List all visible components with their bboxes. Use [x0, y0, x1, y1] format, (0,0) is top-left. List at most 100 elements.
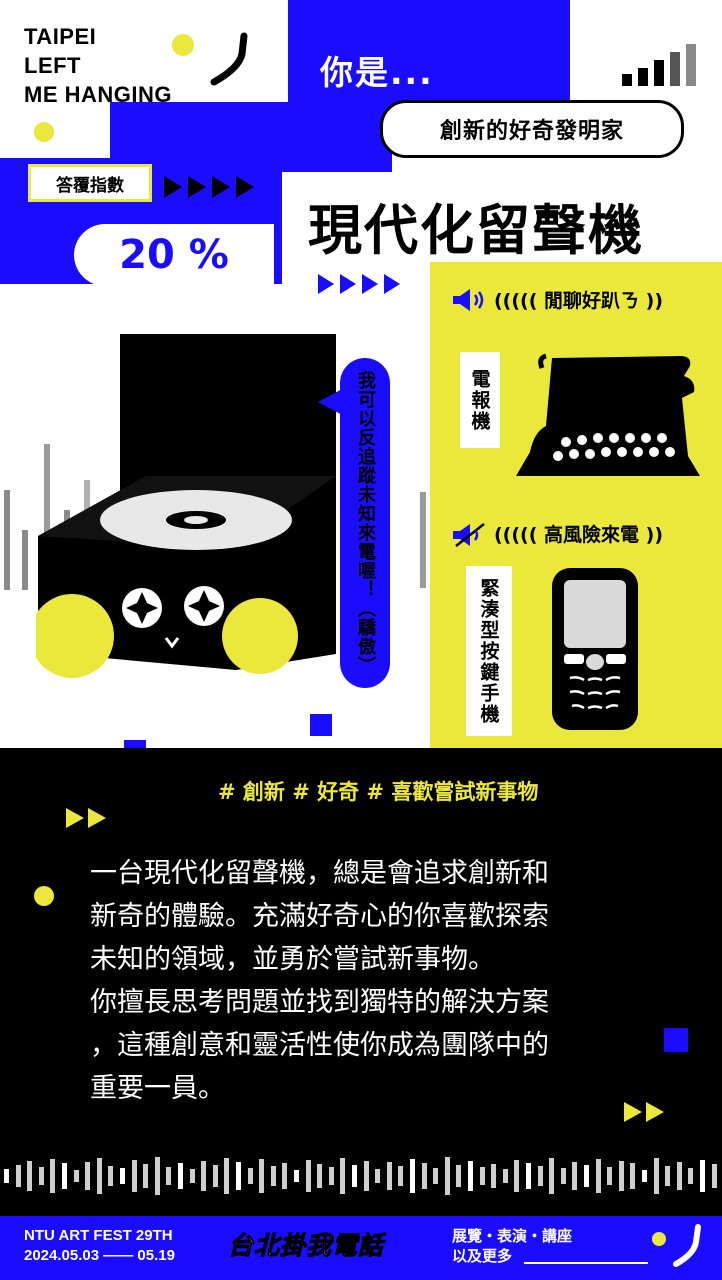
waveform-bar: [166, 1167, 172, 1185]
waveform-bar: [328, 1167, 334, 1185]
waveform-bar: [85, 1162, 91, 1190]
description-text: 一台現代化留聲機，總是會追求創新和 新奇的體驗。充滿好奇心的你喜歡探索 未知的領…: [90, 852, 549, 1110]
waveform-bar: [282, 1163, 288, 1189]
waveform-bar: [456, 1165, 462, 1187]
footer-underline: [524, 1262, 648, 1264]
waveform-bar: [189, 1169, 195, 1183]
waveform-bar: [108, 1166, 114, 1186]
waveform-bar: [224, 1158, 230, 1194]
waveform-bar: [444, 1157, 450, 1195]
waveform-bar: [584, 1165, 589, 1187]
brand-line-1: TAIPEI: [24, 24, 97, 49]
type-label-pill: 創新的好奇發明家: [380, 100, 684, 158]
waveform-bar: [491, 1164, 497, 1188]
footer-logo-text: 台北掛我電話: [227, 1231, 385, 1261]
waveform-bar: [340, 1158, 346, 1194]
description-line-4: 你擅長思考問題並找到獨特的解決方案: [90, 987, 549, 1018]
waveform-bar: [421, 1163, 427, 1189]
you-are-heading: 你是...: [320, 53, 434, 92]
speaker-muted-icon: [453, 523, 485, 547]
waveform-bar: [560, 1168, 566, 1184]
footer-hook-icon: [673, 1224, 701, 1267]
yellow-arrows-icon-top: [66, 808, 106, 828]
waveform-bar: [433, 1168, 439, 1184]
waveform-bar: [50, 1159, 56, 1193]
waveform-bar: [212, 1165, 218, 1187]
waveform-bar: [502, 1169, 508, 1183]
waveform-bar: [607, 1167, 613, 1185]
waveform-bar: [236, 1162, 241, 1190]
signal-bars-icon: [622, 44, 696, 86]
waveform-bar: [363, 1161, 369, 1191]
footer-more-line: 以及更多: [452, 1247, 513, 1265]
waveform-bar: [270, 1166, 276, 1186]
footer-yellow-dot: [652, 1232, 666, 1246]
waveform-bar: [642, 1170, 647, 1182]
footer-events-line: 展覽・表演・講座: [452, 1227, 573, 1245]
description-line-6: 重要一員。: [90, 1073, 225, 1104]
waveform-bar: [247, 1168, 253, 1184]
arrows-icon: [164, 176, 254, 198]
waveform-bar: [468, 1161, 473, 1191]
waveform-bar: [700, 1160, 705, 1192]
bad-match-label: 緊湊型按鍵手機: [477, 577, 500, 725]
waveform-bar: [305, 1160, 311, 1192]
waveform-bar: [375, 1169, 381, 1183]
tags: # 創新 # 好奇 # 喜歡嘗試新事物: [218, 780, 539, 804]
waveform-bar: [259, 1159, 265, 1193]
score-label-box: 答覆指數: [28, 164, 152, 202]
yellow-dot-left: [34, 122, 54, 142]
blue-square-deco-3: [664, 1028, 688, 1052]
waveform-bar: [154, 1157, 160, 1195]
waveform-bar: [479, 1167, 485, 1185]
waveform-bar: [630, 1163, 636, 1189]
waveform-bar: [410, 1159, 415, 1193]
mobile-phone-icon: [552, 568, 638, 730]
bad-match-caption: ((((( 高風險來電 )): [494, 524, 664, 546]
waveform-bar: [618, 1161, 624, 1191]
waveform-bar: [27, 1161, 33, 1191]
waveform-bar: [676, 1162, 682, 1190]
score-pill: 20 %: [74, 224, 274, 286]
description-line-2: 新奇的體驗。充滿好奇心的你喜歡探索: [90, 901, 549, 932]
score-label: 答覆指數: [56, 175, 124, 196]
score-value: 20 %: [119, 232, 229, 278]
waveform-bar: [653, 1158, 659, 1194]
waveform-strip: [0, 1156, 722, 1196]
waveform-bar: [514, 1160, 520, 1192]
good-match-label-box: 電報機: [460, 352, 500, 448]
description-line-3: 未知的領域，並勇於嘗試新事物。: [90, 944, 495, 975]
waveform-bar: [15, 1165, 21, 1187]
yellow-dot-bottom: [34, 886, 54, 906]
gramophone-character: [36, 334, 336, 678]
waveform-bar: [398, 1166, 404, 1186]
waveform-bar: [201, 1161, 207, 1191]
telegraph-icon: [516, 353, 700, 476]
good-match-caption: ((((( 閒聊好趴ㄋ )): [494, 290, 664, 312]
speech-bubble: 我可以反追蹤未知來電喔！（驕傲）: [340, 358, 390, 688]
waveform-bar: [595, 1159, 601, 1193]
description-panel: [0, 748, 722, 1218]
speaker-on-icon: [453, 289, 484, 311]
hook-icon: [210, 32, 248, 86]
waveform-bar: [317, 1164, 323, 1188]
waveform-bar: [120, 1168, 125, 1184]
speech-bubble-tail: [318, 388, 344, 416]
yellow-dot-top: [172, 34, 194, 56]
footer-fest-name: NTU ART FEST 29TH: [24, 1227, 173, 1244]
description-panel-step: [0, 748, 430, 778]
waveform-bar: [688, 1168, 694, 1184]
footer-dates: 2024.05.03 —— 05.19: [24, 1247, 175, 1264]
blue-square-deco-1: [310, 714, 332, 736]
waveform-bar: [711, 1164, 717, 1188]
waveform-bar: [96, 1158, 102, 1194]
result-title: 現代化留聲機: [308, 199, 644, 262]
waveform-bar: [38, 1167, 44, 1185]
waveform-bar: [386, 1162, 392, 1190]
description-line-5: ，這種創意和靈活性使你成為團隊中的: [90, 1030, 549, 1061]
footer-fest-info: NTU ART FEST 29TH 2024.05.03 —— 05.19: [24, 1226, 175, 1266]
waveform-bar: [178, 1163, 183, 1189]
footer-events: 展覽・表演・講座 以及更多: [452, 1226, 572, 1266]
brand-logo-text: TAIPEI LEFT ME HANGING: [24, 22, 172, 109]
waveform-bar: [665, 1166, 671, 1186]
